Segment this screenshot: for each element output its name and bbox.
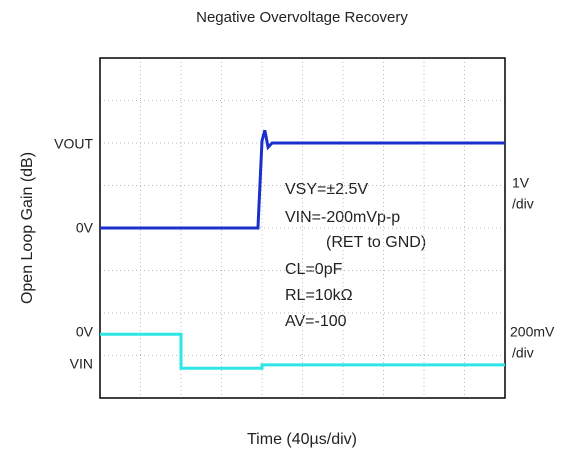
trace — [100, 332, 505, 370]
level-label: 0V — [76, 324, 94, 340]
level-label: 0V — [76, 220, 94, 236]
x-axis-label: Time (40µs/div) — [247, 431, 357, 448]
trace — [100, 129, 505, 230]
annotation: VIN=-200mVp-p — [285, 209, 400, 226]
scale-label: /div — [512, 196, 534, 212]
annotation: (RET to GND) — [326, 234, 426, 251]
chart-title: Negative Overvoltage Recovery — [196, 9, 408, 26]
annotation: CL=0pF — [285, 261, 343, 278]
legend-label: VIN — [70, 356, 93, 372]
annotation: RL=10kΩ — [285, 287, 353, 304]
scale-label: /div — [512, 345, 534, 361]
y-axis-label: Open Loop Gain (dB) — [19, 152, 36, 304]
scale-label: 200mV — [510, 324, 555, 340]
annotation: VSY=±2.5V — [285, 181, 368, 198]
scale-label: 1V — [512, 175, 530, 191]
annotation: AV=-100 — [285, 313, 347, 330]
legend-label: VOUT — [54, 136, 93, 152]
